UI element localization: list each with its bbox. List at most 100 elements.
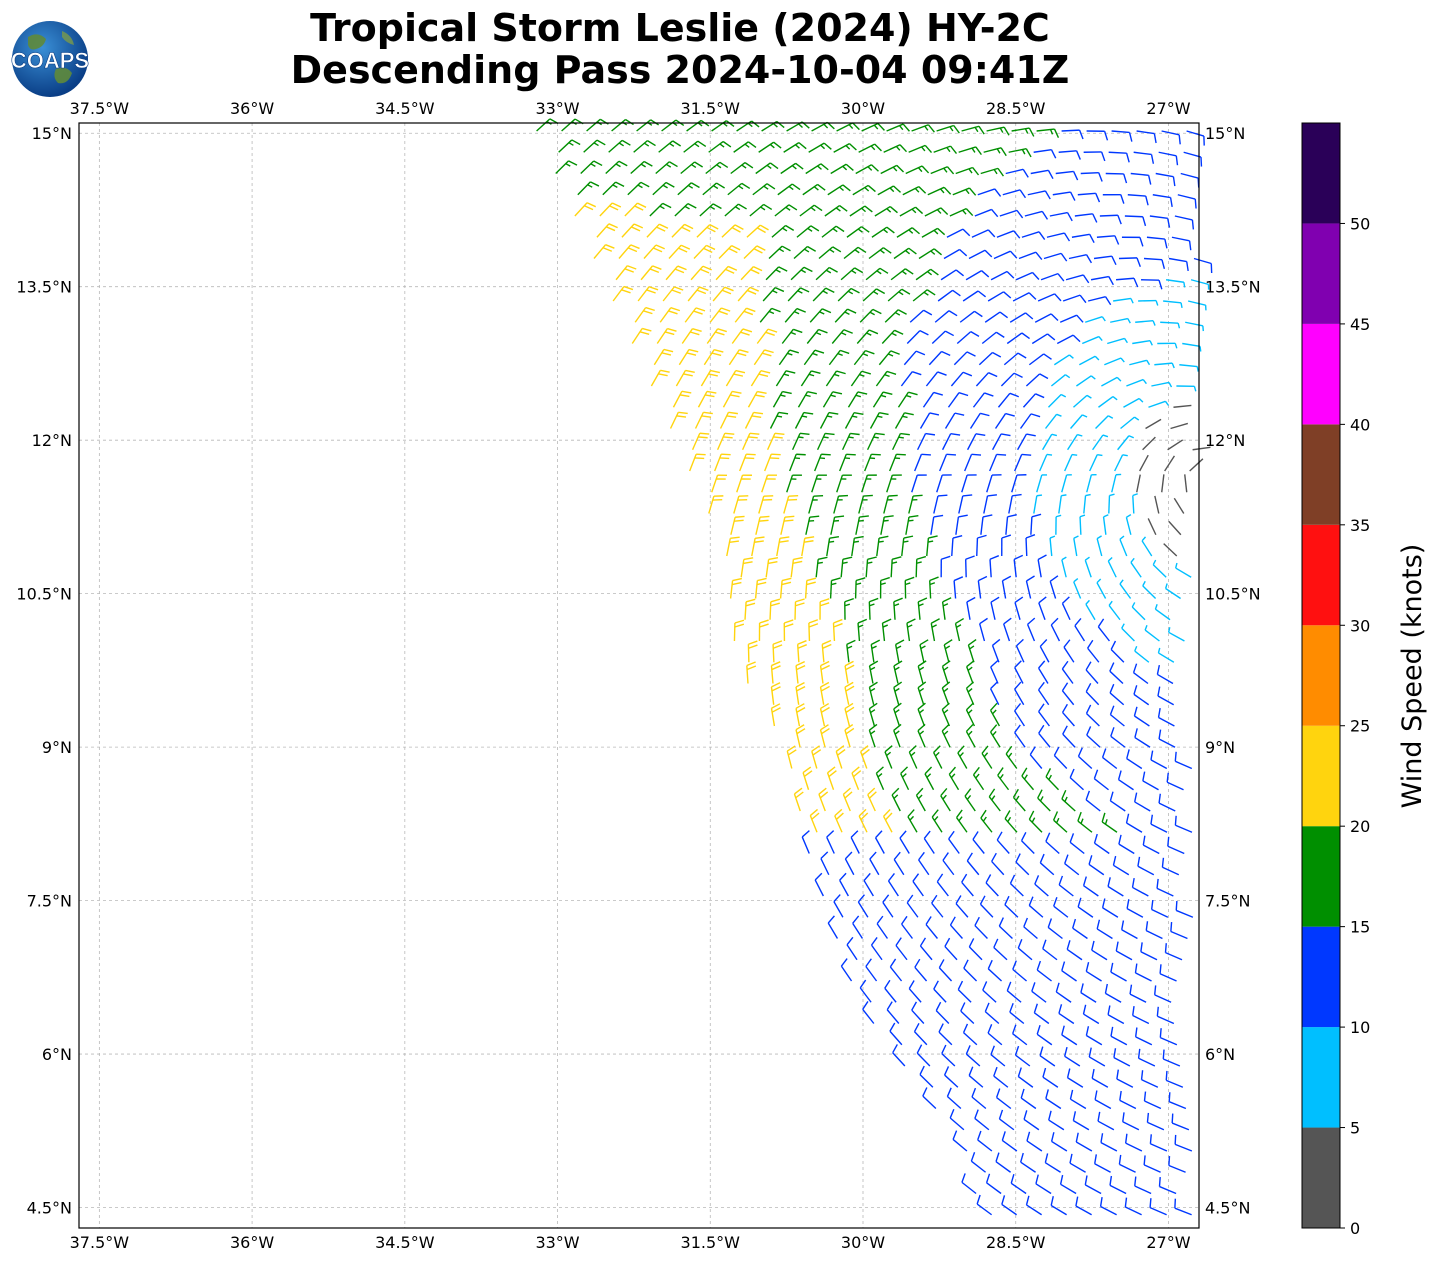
- wind-barb: [975, 372, 998, 387]
- wind-barb: [1130, 172, 1152, 185]
- wind-barb: [1011, 474, 1027, 493]
- wind-barb: [1131, 877, 1149, 897]
- wind-barb: [1030, 169, 1054, 180]
- wind-barb: [1066, 940, 1083, 961]
- wind-barb: [1063, 639, 1075, 663]
- wind-barb: [1163, 300, 1183, 309]
- wind-barb: [957, 980, 972, 1003]
- wind-barb: [841, 432, 860, 451]
- wind-barb: [1134, 645, 1150, 663]
- wind-barb: [1061, 703, 1075, 727]
- wind-barb: [863, 872, 874, 897]
- wind-barb: [921, 227, 946, 238]
- wind-barb: [925, 371, 947, 387]
- wind-barb: [1118, 1154, 1136, 1173]
- wind-barb: [683, 140, 707, 153]
- wind-barb: [933, 980, 947, 1003]
- wind-barb: [1006, 981, 1022, 1003]
- wind-barb: [675, 369, 695, 387]
- wind-barb: [894, 639, 905, 663]
- wind-barb: [955, 895, 969, 918]
- wind-barb: [1125, 514, 1132, 535]
- wind-barb: [942, 852, 955, 876]
- wind-barb: [958, 146, 982, 156]
- wind-barb: [840, 958, 853, 982]
- wind-barb: [1036, 474, 1048, 493]
- wind-barb: [961, 125, 985, 135]
- wind-barb: [1122, 1112, 1140, 1131]
- wind-barb: [827, 184, 851, 196]
- wind-barb: [794, 598, 805, 620]
- wind-barb: [1053, 746, 1068, 769]
- wind-barb: [868, 702, 878, 727]
- wind-barb: [1124, 1133, 1143, 1152]
- wind-barb: [829, 577, 841, 599]
- wind-barb: [1140, 1070, 1159, 1088]
- wind-barbs-layer: [536, 118, 1213, 1216]
- wind-barb: [621, 223, 644, 238]
- wind-barb: [1111, 130, 1133, 142]
- wind-barb: [952, 187, 977, 196]
- wind-barb: [840, 267, 864, 281]
- wind-barb: [1175, 562, 1192, 578]
- wind-barb: [940, 787, 951, 812]
- wind-barb: [1069, 833, 1085, 855]
- wind-barb: [1030, 513, 1042, 535]
- wind-barb: [941, 702, 951, 727]
- wind-barb: [915, 555, 927, 578]
- wind-barb: [725, 369, 746, 387]
- wind-barb: [727, 182, 751, 196]
- wind-barb: [770, 682, 781, 705]
- wind-barb: [861, 474, 877, 493]
- wind-barb: [650, 369, 670, 387]
- wind-barb: [857, 894, 869, 918]
- wind-barb: [1174, 215, 1195, 230]
- wind-barb: [991, 852, 1005, 876]
- wind-barb: [1080, 171, 1103, 182]
- wind-barb: [868, 723, 878, 748]
- wind-barb: [1153, 985, 1172, 1003]
- colorbar-tick-label: 10: [1350, 1018, 1370, 1037]
- lat-tick-label-left: 15°N: [32, 124, 72, 143]
- wind-barb: [819, 702, 830, 727]
- wind-barb: [1081, 335, 1103, 345]
- wind-barb: [957, 745, 968, 769]
- wind-barb: [949, 207, 974, 217]
- wind-barb: [924, 207, 949, 217]
- wind-barb: [783, 619, 794, 642]
- wind-barb: [1087, 639, 1100, 663]
- wind-barb: [806, 328, 828, 344]
- wind-barb: [819, 660, 830, 684]
- wind-barb: [1026, 617, 1036, 642]
- wind-barb: [750, 370, 771, 387]
- wind-barb: [719, 411, 738, 429]
- lat-tick-label-right: 12°N: [1205, 431, 1245, 450]
- wind-barb: [870, 639, 881, 663]
- wind-barb: [1134, 1027, 1153, 1046]
- wind-barb: [1135, 320, 1156, 326]
- wind-barb: [1104, 357, 1125, 366]
- wind-barb: [633, 140, 656, 153]
- wind-barb: [1113, 297, 1134, 304]
- wind-barb: [837, 287, 860, 302]
- wind-barb: [691, 432, 710, 451]
- wind-barb: [1005, 745, 1018, 769]
- wind-barb: [734, 307, 756, 323]
- wind-barb: [968, 938, 983, 961]
- wind-barb: [993, 1066, 1009, 1088]
- wind-barb: [1001, 534, 1012, 557]
- wind-barb: [1003, 617, 1012, 642]
- wind-barb: [815, 556, 828, 578]
- wind-barb: [1024, 210, 1049, 220]
- wind-barb: [744, 598, 756, 620]
- wind-barb: [928, 350, 951, 366]
- colorbar-bin: [1302, 725, 1340, 827]
- wind-barb: [916, 432, 936, 451]
- wind-barb: [865, 556, 877, 578]
- wind-barb: [1115, 941, 1133, 961]
- wind-barb: [756, 328, 778, 344]
- wind-barb: [796, 640, 807, 663]
- wind-barb: [758, 495, 774, 514]
- wind-barb: [834, 808, 844, 833]
- wind-barb: [580, 160, 603, 175]
